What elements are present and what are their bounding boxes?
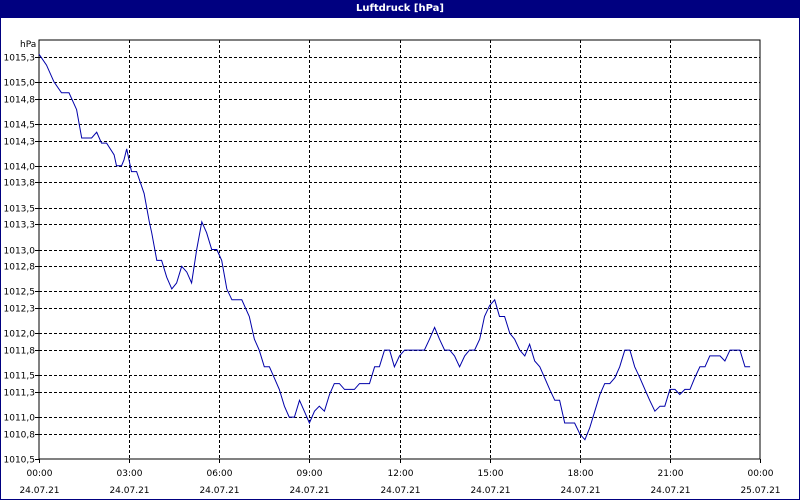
y-tick-label: 1014,3 xyxy=(4,138,36,148)
x-tick-time-label: 00:00 xyxy=(27,469,53,479)
x-tick-date-label: 24.07.21 xyxy=(19,486,59,496)
series-group xyxy=(38,53,751,441)
y-tick-label: 1011,5 xyxy=(4,372,36,382)
x-tick-time-label: 09:00 xyxy=(297,469,323,479)
x-tick-date-label: 24.07.21 xyxy=(199,486,239,496)
x-tick-date-label: 24.07.21 xyxy=(470,486,510,496)
x-tick-date-label: 25.07.21 xyxy=(740,486,780,496)
chart-grid xyxy=(39,40,760,459)
y-tick-label: 1013,3 xyxy=(4,221,36,231)
pressure-series-line xyxy=(38,53,751,441)
x-tick-date-label: 24.07.21 xyxy=(380,486,420,496)
x-tick-time-label: 00:00 xyxy=(748,469,774,479)
y-tick-label: 1014,0 xyxy=(4,163,36,173)
x-tick-date-label: 24.07.21 xyxy=(560,486,600,496)
y-tick-label: 1014,5 xyxy=(4,121,36,131)
y-tick-label: 1011,3 xyxy=(4,389,36,399)
y-axis: 1010,5 1010,8 1011,0 1011,3 1011,5 1011,8 1012… xyxy=(4,54,39,466)
x-tick-time-label: 15:00 xyxy=(478,469,504,479)
x-tick-time-label: 12:00 xyxy=(388,469,414,479)
y-axis-unit-label: hPa xyxy=(20,40,36,50)
y-tick-label: 1015,0 xyxy=(4,79,36,89)
window-border-left xyxy=(0,18,1,500)
x-axis: 00:00 24.07.21 03:00 24.07.21 06:00 24.07.21 0… xyxy=(19,459,781,496)
y-tick-label: 1010,5 xyxy=(4,456,36,466)
y-tick-label: 1010,8 xyxy=(4,431,36,441)
y-tick-label: 1012,8 xyxy=(4,263,36,273)
x-tick-date-label: 24.07.21 xyxy=(289,486,329,496)
y-tick-label: 1013,8 xyxy=(4,179,36,189)
x-tick-date-label: 24.07.21 xyxy=(109,486,149,496)
x-tick-time-label: 21:00 xyxy=(658,469,684,479)
plot-area-frame xyxy=(38,39,761,460)
x-tick-date-label: 24.07.21 xyxy=(650,486,690,496)
y-tick-label: 1012,3 xyxy=(4,305,36,315)
window-title: Luftdruck [hPa] xyxy=(0,0,800,18)
y-tick-label: 1014,8 xyxy=(4,96,36,106)
y-tick-label: 1013,0 xyxy=(4,247,36,257)
y-tick-label: 1012,5 xyxy=(4,288,36,298)
y-tick-label: 1015,3 xyxy=(4,54,36,64)
x-tick-time-label: 03:00 xyxy=(117,469,143,479)
y-tick-label: 1012,0 xyxy=(4,330,36,340)
x-tick-time-label: 18:00 xyxy=(568,469,594,479)
x-tick-time-label: 06:00 xyxy=(207,469,233,479)
y-tick-label: 1011,0 xyxy=(4,414,36,424)
y-tick-label: 1013,5 xyxy=(4,205,36,215)
y-tick-label: 1011,8 xyxy=(4,347,36,357)
